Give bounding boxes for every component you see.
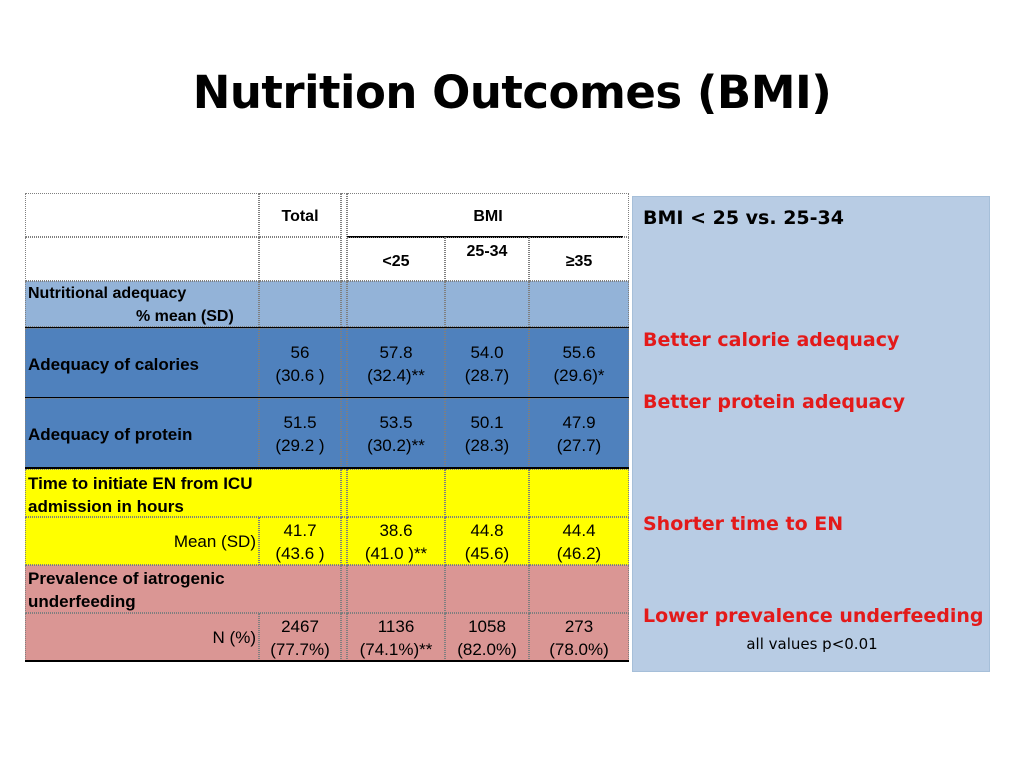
value: 56 [290,343,310,362]
sd: (27.7) [556,436,602,455]
protein-rule [25,467,629,469]
underfeeding-label-line2: underfeeding [28,592,136,611]
cell-protein-total: 51.5 (29.2 ) [259,398,341,468]
table-bottom-rule [25,660,629,662]
time-to-en-fill [445,469,529,517]
header-row2-total [259,237,341,281]
value: 50.1 [470,413,504,432]
finding-underfeeding: Lower prevalence underfeeding [643,605,984,627]
value: 1058 [468,617,506,636]
cell-protein-lt25: 53.5 (30.2)** [347,398,445,468]
section-nutritional-fill [445,281,529,327]
header-gap [341,193,347,281]
header-corner [25,193,259,237]
sd: (28.3) [464,436,510,455]
cell-gap [341,565,347,613]
cell-time-to-en-ge35: 44.4 (46.2) [529,517,629,565]
cell-underfeeding-total: 2467 (77.7%) [259,613,341,661]
value: 57.8 [379,343,413,362]
time-to-en-fill [347,469,445,517]
row-calories-label: Adequacy of calories [25,328,259,398]
findings-panel: BMI < 25 vs. 25-34 Better calorie adequa… [632,196,990,672]
sd: (46.2) [556,544,602,563]
row-time-to-en-label: Time to initiate EN from ICU admission i… [25,469,341,517]
header-bmi: BMI [347,193,629,237]
value: 38.6 [379,521,413,540]
underfeeding-fill [347,565,445,613]
sd: (29.6)* [553,366,605,385]
cell-calories-25-34: 54.0 (28.7) [445,328,529,398]
cell-gap [341,517,347,565]
value: 273 [564,617,594,636]
cell-underfeeding-ge35: 273 (78.0%) [529,613,629,661]
cell-calories-lt25: 57.8 (32.4)** [347,328,445,398]
sd: (29.2 ) [275,436,325,455]
cell-time-to-en-total: 41.7 (43.6 ) [259,517,341,565]
sd: (45.6) [464,544,510,563]
value: 54.0 [470,343,504,362]
header-bmi-ge35: ≥35 [529,237,629,281]
value: 51.5 [283,413,317,432]
significance-note: all values p<0.01 [746,635,878,653]
time-to-en-label-line1: Time to initiate EN from ICU [28,474,253,493]
sd: (28.7) [464,366,510,385]
cell-protein-25-34: 50.1 (28.3) [445,398,529,468]
value: 1136 [377,617,415,636]
underfeeding-fill [529,565,629,613]
sd: (77.7%) [270,640,330,659]
finding-protein-adequacy: Better protein adequacy [643,391,905,413]
value: 44.4 [562,521,596,540]
value: 2467 [281,617,319,636]
cell-gap [341,469,347,517]
row-time-to-en-sublabel: Mean (SD) [25,517,259,565]
slide-title: Nutrition Outcomes (BMI) [192,66,832,119]
time-to-en-fill [529,469,629,517]
section-nutritional-fill [259,281,341,327]
underfeeding-fill [445,565,529,613]
header-row2-label [25,237,259,281]
cell-time-to-en-lt25: 38.6 (41.0 )** [347,517,445,565]
sd: (78.0%) [549,640,609,659]
time-to-en-label-line2: admission in hours [28,497,184,516]
row-protein-label: Adequacy of protein [25,398,259,468]
cell-time-to-en-25-34: 44.8 (45.6) [445,517,529,565]
value: 53.5 [379,413,413,432]
cell-calories-ge35: 55.6 (29.6)* [529,328,629,398]
cell-calories-total: 56 (30.6 ) [259,328,341,398]
header-bmi-lt25: <25 [347,237,445,281]
section-nutritional-unit: % mean (SD) [136,308,234,325]
underfeeding-label-line1: Prevalence of iatrogenic [28,569,225,588]
section-nutritional-fill [341,281,347,327]
cell-underfeeding-25-34: 1058 (82.0%) [445,613,529,661]
cell-underfeeding-lt25: 1136 (74.1%)** [347,613,445,661]
section-nutritional-fill [347,281,445,327]
header-bmi-25-34: 25-34 [445,237,529,281]
cell-protein-ge35: 47.9 (27.7) [529,398,629,468]
sd: (32.4)** [367,366,425,385]
section-nutritional-fill [529,281,629,327]
row-underfeeding-sublabel: N (%) [25,613,259,661]
section-nutritional-adequacy: Nutritional adequacy % mean (SD) [25,281,259,327]
value: 44.8 [470,521,504,540]
finding-time-to-en: Shorter time to EN [643,513,844,535]
value: 41.7 [283,521,317,540]
sd: (43.6 ) [275,544,325,563]
sd: (41.0 )** [364,544,428,563]
header-total: Total [259,193,341,237]
sd: (74.1%)** [359,640,433,659]
section-nutritional-title: Nutritional adequacy [28,285,187,302]
value: 47.9 [562,413,596,432]
sd: (30.6 ) [275,366,325,385]
panel-heading: BMI < 25 vs. 25-34 [643,207,844,229]
sd: (30.2)** [367,436,425,455]
row-underfeeding-label: Prevalence of iatrogenic underfeeding [25,565,341,613]
value: 55.6 [562,343,596,362]
finding-calorie-adequacy: Better calorie adequacy [643,329,900,351]
sd: (82.0%) [457,640,517,659]
